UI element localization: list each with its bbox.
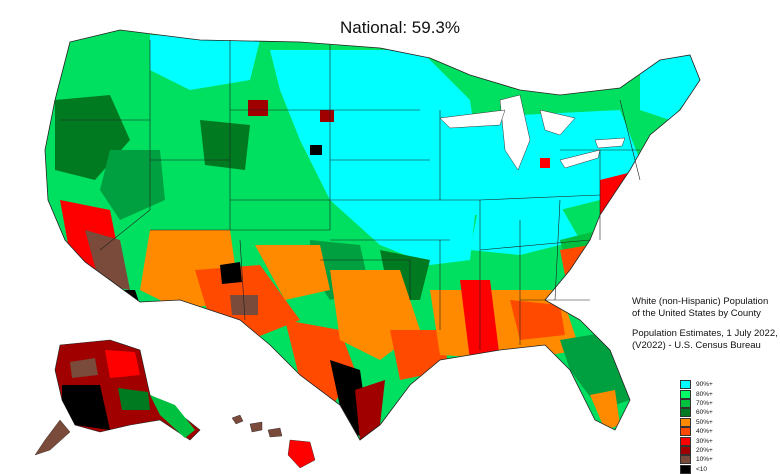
legend-item: 30%+ (680, 436, 713, 446)
map-description: White (non-Hispanic) Population of the U… (632, 296, 778, 360)
hawaii-region (231, 414, 316, 469)
legend-label: 30%+ (696, 437, 713, 445)
legend-item: 20%+ (680, 445, 713, 455)
legend-swatch (680, 380, 691, 390)
legend-item: 40%+ (680, 427, 713, 437)
description-line2: Population Estimates, 1 July 2022, (V202… (632, 328, 778, 351)
legend-item: 70%+ (680, 398, 713, 408)
legend-swatch (680, 389, 691, 399)
legend-label: 70%+ (696, 399, 713, 407)
alaska-region (34, 339, 201, 456)
legend-label: 40%+ (696, 428, 713, 436)
legend-item: 90%+ (680, 380, 713, 390)
legend-swatch (680, 445, 691, 455)
legend-label: <10 (696, 465, 708, 473)
legend-label: 10%+ (696, 456, 713, 464)
legend-swatch (680, 427, 691, 437)
legend-item: <10 (680, 464, 713, 474)
legend-label: 90%+ (696, 381, 713, 389)
legend-swatch (680, 398, 691, 408)
state-boundaries (60, 40, 641, 350)
national-title: National: 59.3% (339, 18, 461, 37)
legend-swatch (680, 417, 691, 427)
legend-item: 80%+ (680, 389, 713, 399)
contiguous-us-region (45, 30, 700, 440)
legend-swatch (680, 436, 691, 446)
legend-item: 10%+ (680, 455, 713, 465)
legend-item: 60%+ (680, 408, 713, 418)
description-line1: White (non-Hispanic) Population of the U… (632, 296, 769, 319)
legend-label: 50%+ (696, 418, 713, 426)
legend-swatch (680, 464, 691, 474)
legend-swatch (680, 408, 691, 418)
legend-item: 50%+ (680, 417, 713, 427)
legend-swatch (680, 455, 691, 465)
legend-label: 80%+ (696, 390, 713, 398)
legend-label: 20%+ (696, 446, 713, 454)
legend: 90%+ 80%+ 70%+ 60%+ 50%+ 40%+ 30%+ 20%+ … (680, 380, 713, 474)
legend-label: 60%+ (696, 409, 713, 417)
